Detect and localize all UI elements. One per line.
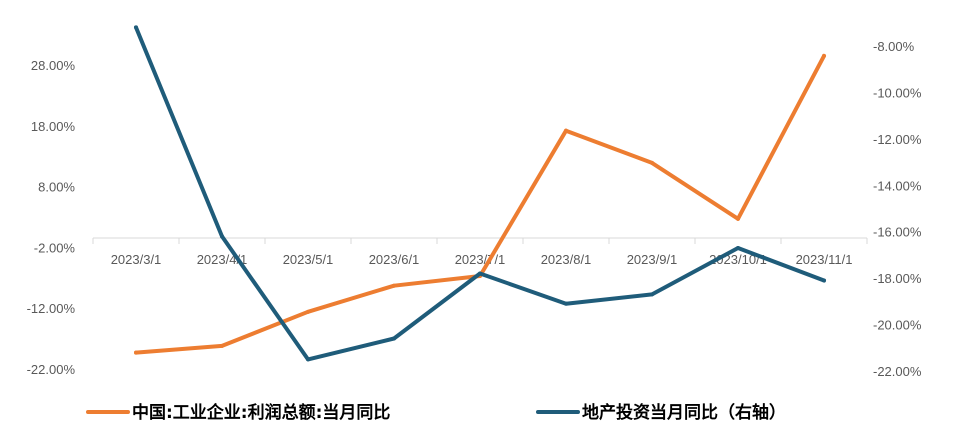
- x-tick-label: 2023/6/1: [369, 252, 420, 267]
- series-2-point: [650, 292, 654, 297]
- right-y-axis: -8.00% -10.00% -12.00% -14.00% -16.00% -18.00…: [873, 39, 922, 379]
- right-tick-label: -10.00%: [873, 85, 922, 100]
- series-1-point: [306, 309, 310, 314]
- series-2-point: [736, 245, 740, 250]
- series-2-point: [134, 25, 138, 30]
- left-tick-label: -22.00%: [27, 362, 76, 377]
- x-tick-label: 2023/9/1: [627, 252, 678, 267]
- legend-label-1: 中国:工业企业:利润总额:当月同比: [132, 402, 390, 423]
- series-1-point: [220, 343, 224, 348]
- left-y-axis: 28.00% 18.00% 8.00% -2.00% -12.00% -22.00%: [27, 58, 76, 377]
- legend-label-2: 地产投资当月同比（右轴）: [582, 402, 786, 423]
- series-2-point: [564, 301, 568, 306]
- series-2-point: [478, 271, 482, 276]
- right-tick-label: -22.00%: [873, 364, 922, 379]
- left-tick-label: 8.00%: [38, 180, 75, 195]
- left-tick-label: 18.00%: [31, 119, 76, 134]
- left-tick-label: -2.00%: [34, 240, 76, 255]
- series-1-point: [564, 128, 568, 133]
- right-tick-label: -18.00%: [873, 271, 922, 286]
- series-1-point: [822, 53, 826, 58]
- x-tick-label: 2023/5/1: [283, 252, 334, 267]
- series-line-1: [134, 53, 826, 355]
- right-tick-label: -20.00%: [873, 318, 922, 333]
- series-1-point: [736, 216, 740, 221]
- x-tick-label: 2023/8/1: [541, 252, 592, 267]
- right-tick-label: -14.00%: [873, 178, 922, 193]
- series-2-point: [392, 336, 396, 341]
- right-tick-label: -16.00%: [873, 225, 922, 240]
- series-line-2: [134, 25, 826, 362]
- right-tick-label: -12.00%: [873, 132, 922, 147]
- left-tick-label: -12.00%: [27, 301, 76, 316]
- left-tick-label: 28.00%: [31, 58, 76, 73]
- series-2-point: [822, 278, 826, 283]
- x-tick-label: 2023/3/1: [111, 252, 162, 267]
- series-2-point: [306, 357, 310, 362]
- legend: 中国:工业企业:利润总额:当月同比 地产投资当月同比（右轴）: [86, 402, 786, 423]
- x-tick-label: 2023/11/1: [796, 252, 853, 267]
- right-tick-label: -8.00%: [873, 39, 915, 54]
- series-1-point: [650, 160, 654, 165]
- series-1-point: [134, 350, 138, 355]
- x-tick-label: 2023/7/1: [455, 252, 506, 267]
- series-layer: [134, 25, 826, 362]
- series-1-point: [392, 283, 396, 288]
- series-2-point: [220, 234, 224, 239]
